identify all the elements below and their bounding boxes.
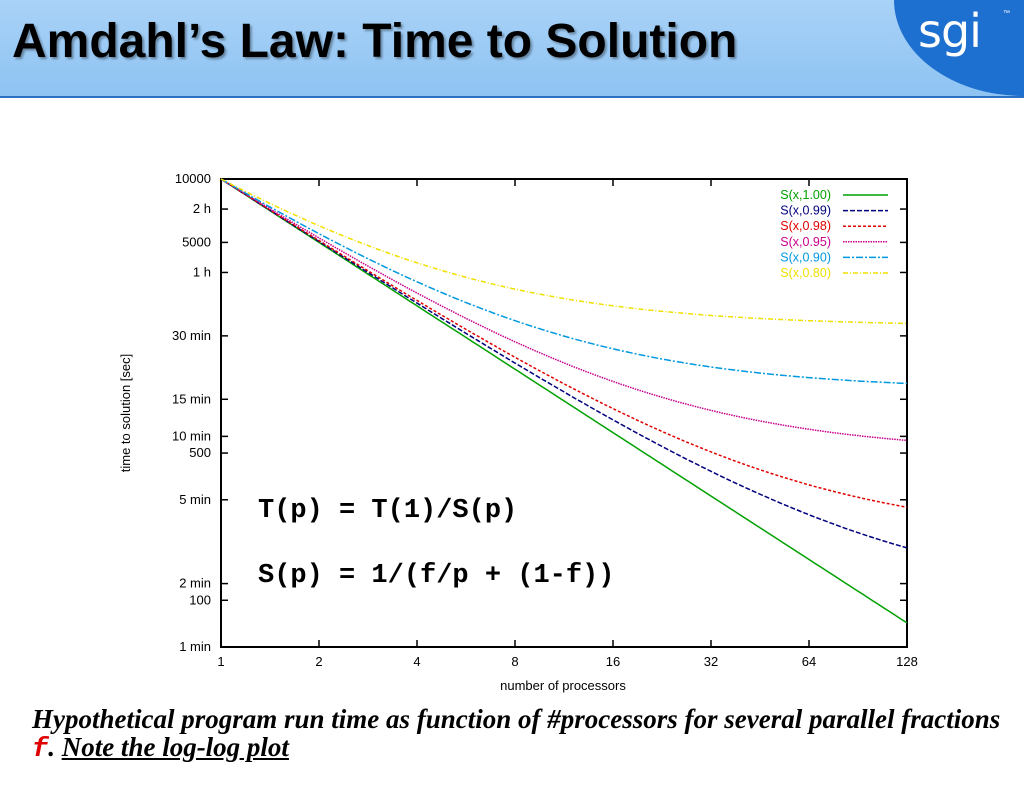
x-tick-label: 8 [511,654,518,669]
x-tick-label: 32 [704,654,718,669]
x-tick-label: 4 [413,654,420,669]
slide-title: Amdahl’s Law: Time to Solution [12,15,738,68]
series-line-S(x,0.80) [220,178,908,325]
y-tick-label: 5 min [179,492,211,507]
legend-label: S(x,0.95) [780,235,831,249]
amdahl-chart: 10000 2 h 5000 1 h 30 min 15 min 10 min 500 5 mi… [118,171,918,693]
series-line-S(x,0.99) [220,178,908,549]
y-tick-label: 100 [189,592,211,607]
x-tick-label: 128 [896,654,918,669]
x-tick-label: 2 [315,654,322,669]
y-tick-label: 2 min [179,576,211,591]
y-tick-label: 30 min [172,328,211,343]
x-tick-label: 16 [606,654,620,669]
legend-label: S(x,0.99) [780,204,831,218]
plot-frame [220,178,908,648]
y-tick-label: 10000 [175,171,211,186]
y-axis-label: time to solution [sec] [118,354,133,473]
y-tick-label: 1 min [179,639,211,654]
slide-caption: Hypothetical program run time as functio… [32,705,1007,764]
series-line-S(x,0.95) [220,178,908,442]
formula-annotation: S(p) = 1/(f/p + (1-f)) [258,561,614,591]
y-tick-label: 2 h [193,201,211,216]
y-tick-label: 5000 [182,234,211,249]
y-tick-label: 1 h [193,264,211,279]
caption-separator: . [48,732,62,762]
series-line-S(x,0.90) [220,178,908,385]
y-tick-label: 500 [189,445,211,460]
legend-label: S(x,0.90) [780,250,831,264]
sgi-logo-trademark: ™ [1003,10,1010,17]
y-tick-label: 15 min [172,391,211,406]
sgi-logo: sgi [918,4,982,58]
x-tick-label: 64 [802,654,816,669]
legend-label: S(x,0.80) [780,266,831,280]
series-line-S(x,1.00) [220,178,908,624]
caption-text: Hypothetical program run time as functio… [32,704,1001,734]
caption-note: Note the log-log plot [61,732,289,762]
x-axis-label: number of processors [500,678,626,693]
legend-label: S(x,1.00) [780,188,831,202]
y-tick-label: 10 min [172,428,211,443]
caption-variable: f [32,735,49,765]
formula-annotation: T(p) = T(1)/S(p) [258,496,517,526]
legend-label: S(x,0.98) [780,219,831,233]
slide-header [0,0,1024,98]
x-tick-label: 1 [217,654,224,669]
